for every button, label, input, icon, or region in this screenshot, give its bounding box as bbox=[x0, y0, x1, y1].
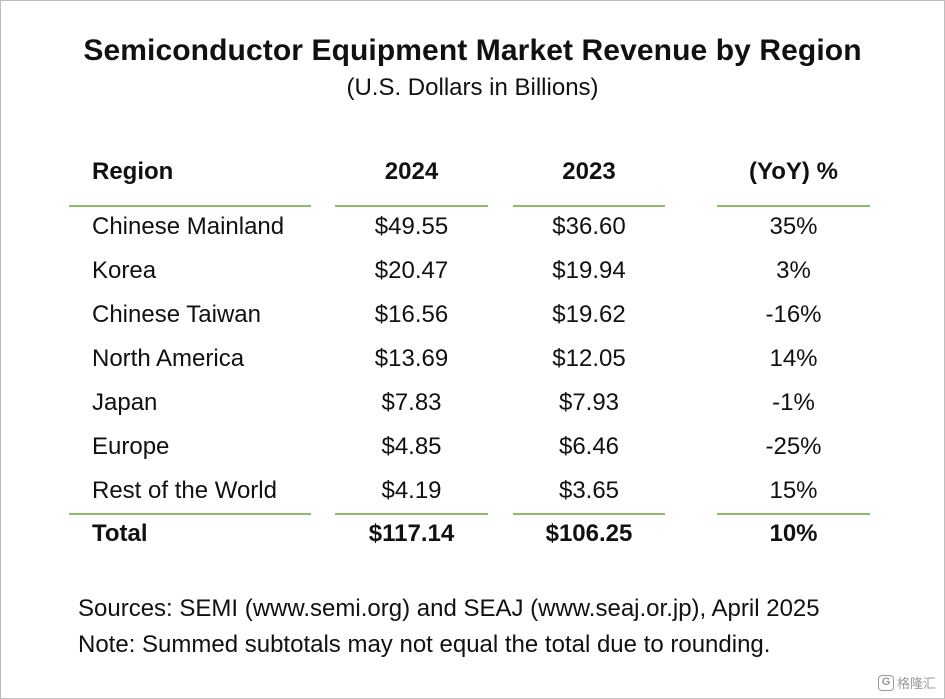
total-cell-yoy: 10% bbox=[769, 520, 818, 547]
cell-yoy: 15% bbox=[769, 477, 818, 504]
cell-2024: $16.56 bbox=[374, 301, 449, 328]
watermark-logo-icon: G bbox=[877, 674, 894, 691]
cell-2024: $13.69 bbox=[374, 345, 449, 372]
total-rule-region bbox=[69, 513, 311, 515]
total-cell-region: Total bbox=[92, 520, 148, 547]
cell-2023: $12.05 bbox=[552, 345, 626, 372]
cell-region: Europe bbox=[92, 433, 170, 460]
watermark: G 格隆汇 bbox=[877, 673, 936, 692]
cell-2023: $7.93 bbox=[558, 389, 620, 416]
total-rule-2024 bbox=[335, 513, 488, 515]
table-title: Semiconductor Equipment Market Revenue b… bbox=[83, 34, 862, 67]
cell-region: Japan bbox=[92, 389, 158, 416]
cell-2023: $3.65 bbox=[558, 477, 620, 504]
column-header-region: Region bbox=[92, 158, 174, 185]
cell-region: Chinese Mainland bbox=[92, 213, 285, 240]
watermark-text: 格隆汇 bbox=[896, 676, 936, 691]
cell-yoy: 35% bbox=[769, 213, 818, 240]
cell-2024: $49.55 bbox=[374, 213, 449, 240]
rounding-note: Note: Summed subtotals may not equal the… bbox=[78, 631, 771, 658]
cell-region: North America bbox=[92, 345, 245, 372]
cell-2024: $4.85 bbox=[381, 433, 442, 460]
cell-2023: $19.62 bbox=[552, 301, 626, 328]
cell-yoy: -1% bbox=[772, 389, 815, 416]
column-header-2024: 2024 bbox=[384, 158, 439, 185]
header-rule-yoy bbox=[717, 205, 870, 207]
cell-2023: $6.46 bbox=[558, 433, 620, 460]
sources-footnote: Sources: SEMI (www.semi.org) and SEAJ (w… bbox=[78, 595, 820, 622]
cell-2024: $7.83 bbox=[381, 389, 442, 416]
cell-yoy: -25% bbox=[765, 433, 822, 460]
cell-region: Rest of the World bbox=[92, 477, 277, 504]
header-rule-2023 bbox=[513, 205, 665, 207]
cell-2024: $4.19 bbox=[381, 477, 442, 504]
total-rule-2023 bbox=[513, 513, 665, 515]
cell-yoy: 14% bbox=[769, 345, 818, 372]
cell-region: Chinese Taiwan bbox=[92, 301, 261, 328]
header-rule-2024 bbox=[335, 205, 488, 207]
column-header-2023: 2023 bbox=[562, 158, 616, 185]
cell-2023: $36.60 bbox=[552, 213, 626, 240]
column-header-yoy: (YoY) % bbox=[749, 158, 838, 185]
table-subtitle: (U.S. Dollars in Billions) bbox=[346, 74, 599, 101]
total-cell-2024: $117.14 bbox=[368, 520, 455, 547]
cell-region: Korea bbox=[92, 257, 157, 284]
cell-yoy: -16% bbox=[765, 301, 822, 328]
total-rule-yoy bbox=[717, 513, 870, 515]
cell-2023: $19.94 bbox=[552, 257, 626, 284]
cell-2024: $20.47 bbox=[374, 257, 449, 284]
cell-yoy: 3% bbox=[776, 257, 811, 284]
header-rule-region bbox=[69, 205, 311, 207]
total-cell-2023: $106.25 bbox=[545, 520, 633, 547]
